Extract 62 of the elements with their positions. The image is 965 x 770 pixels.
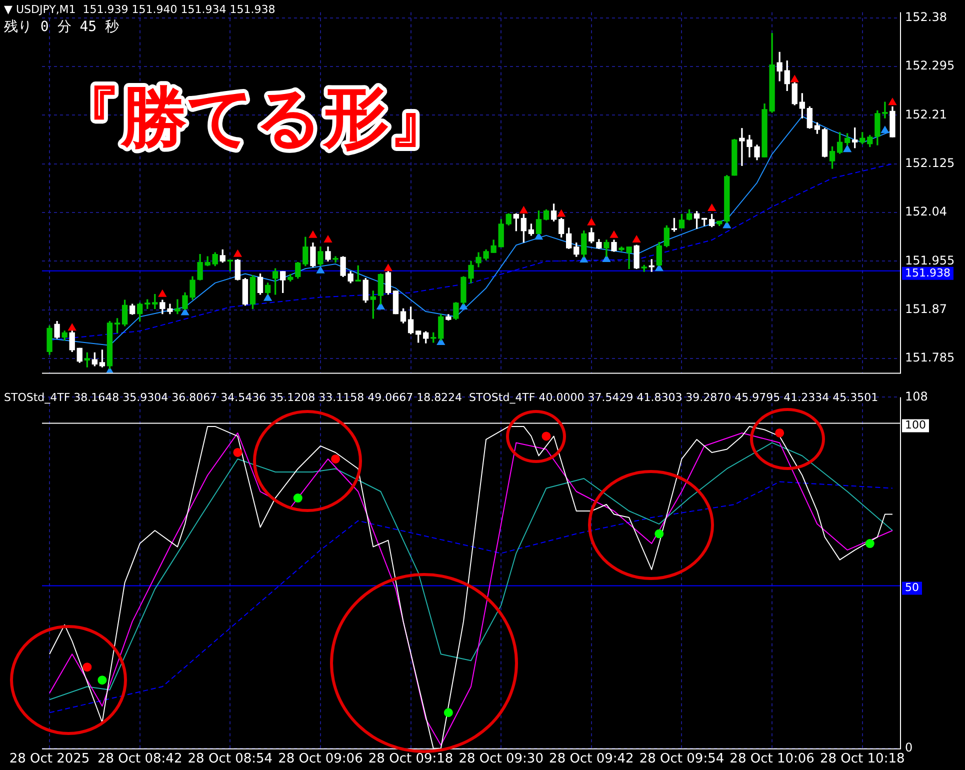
- point: [82, 662, 92, 672]
- point: [436, 338, 445, 345]
- point: [708, 204, 716, 212]
- point: [880, 126, 889, 134]
- point: [542, 432, 551, 441]
- point: [888, 98, 896, 106]
- point: [234, 250, 242, 257]
- y-tick-label: 152.21: [905, 107, 947, 122]
- y-tick-label: 151.785: [905, 350, 955, 365]
- point: [520, 206, 528, 214]
- point: [587, 218, 596, 226]
- point: [444, 708, 453, 718]
- point: [68, 324, 76, 331]
- x-tick-label: 28 Oct 08:42: [97, 752, 182, 767]
- x-tick-label: 28 Oct 2025: [9, 752, 90, 767]
- y-tick-label: 108: [905, 389, 928, 404]
- y-tick-label: 0: [905, 740, 913, 755]
- point: [293, 494, 302, 503]
- ref-line-label: 100: [905, 418, 926, 432]
- point: [775, 428, 784, 438]
- annotation: 『勝てる形』: [55, 79, 455, 156]
- point: [158, 290, 166, 297]
- point: [557, 210, 566, 217]
- x-tick-label: 28 Oct 09:42: [549, 752, 634, 767]
- point: [632, 236, 641, 243]
- text: 残り 0 分 45 秒: [4, 19, 120, 35]
- point: [308, 230, 317, 238]
- point: [602, 254, 610, 262]
- y-tick-label: 151.955: [905, 253, 955, 268]
- point: [865, 539, 874, 548]
- x-tick-label: 28 Oct 08:54: [188, 752, 273, 767]
- point: [316, 266, 324, 274]
- y-tick-label: 152.38: [905, 10, 947, 24]
- point: [331, 454, 340, 464]
- point: [722, 221, 731, 228]
- x-tick-label: 28 Oct 09:54: [639, 752, 724, 767]
- chart-title: ▼ USDJPY,M1 151.939 151.940 151.934 151.938: [4, 3, 276, 16]
- y-tick-label: 152.125: [905, 156, 955, 170]
- point: [843, 145, 852, 152]
- x-tick-label: 28 Oct 09:30: [458, 752, 544, 767]
- x-tick-label: 28 Oct 09:18: [368, 752, 454, 767]
- y-tick-label: 152.295: [905, 58, 955, 73]
- point: [654, 529, 664, 538]
- point: [98, 676, 107, 685]
- point: [264, 294, 272, 301]
- ref-line-label: 50: [905, 581, 919, 594]
- chart-title: STOStd_4TF 38.1648 35.9304 36.8067 34.5436 35.1208 33.1158 49.0667 18.8224 STOStd_4TF 40.0000 37.5429 41.8303 39.2870 45.9795 41.2334 45.3501: [4, 391, 878, 404]
- point: [233, 448, 242, 457]
- x-tick-label: 28 Oct 10:06: [730, 752, 814, 767]
- point: [376, 302, 385, 310]
- point: [460, 302, 468, 310]
- point: [610, 230, 618, 238]
- y-tick-label: 151.87: [905, 302, 947, 316]
- point: [324, 236, 332, 243]
- x-tick-label: 28 Oct 09:06: [278, 752, 363, 767]
- x-tick-label: 28 Oct 10:18: [820, 752, 905, 767]
- point: [580, 256, 588, 263]
- point: [384, 264, 392, 272]
- ref-line-label: 151.938: [905, 266, 950, 280]
- point: [181, 308, 189, 316]
- y-tick-label: 152.04: [905, 204, 947, 219]
- point: [790, 75, 799, 82]
